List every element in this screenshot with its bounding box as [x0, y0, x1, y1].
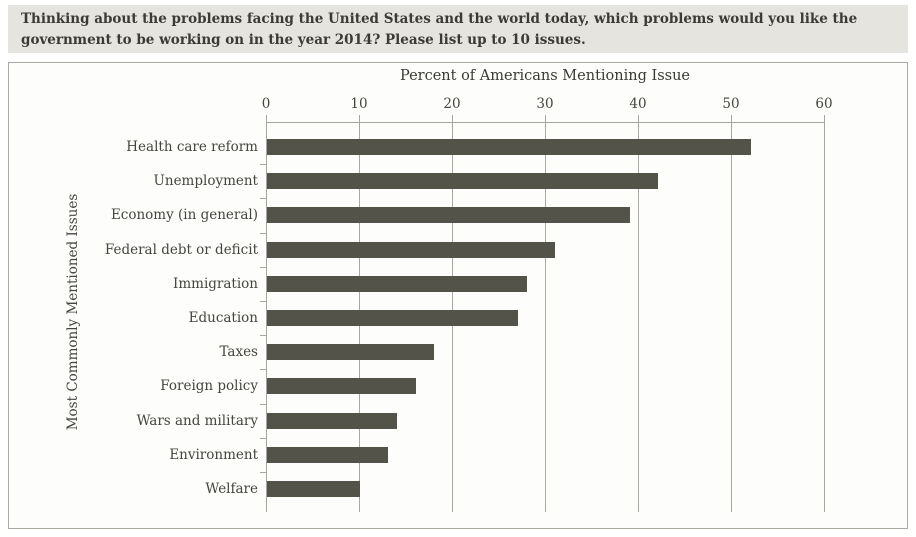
x-axis-tick-label: 40 [629, 96, 647, 112]
x-axis-tick-bottom [452, 505, 453, 512]
bar-welfare [267, 481, 360, 497]
x-axis-tick-label: 20 [443, 96, 461, 112]
gridline [638, 122, 639, 505]
bar-health-care-reform [267, 139, 751, 155]
x-axis-tick-label: 30 [536, 96, 554, 112]
x-axis-tick-bottom [638, 505, 639, 512]
y-axis-tick [260, 266, 266, 268]
y-axis-tick [260, 335, 266, 337]
y-axis-tick [260, 472, 266, 473]
bar-immigration [267, 276, 528, 292]
category-label: Unemployment [153, 173, 259, 189]
category-label: Wars and military [136, 413, 258, 429]
x-axis-title: Percent of Americans Mentioning Issue [399, 68, 691, 84]
bar-economy-in-general [267, 207, 630, 223]
x-axis-tick-label: 10 [350, 96, 368, 112]
x-axis-tick-bottom [824, 505, 825, 512]
gridline [824, 122, 825, 505]
x-axis-tick [359, 115, 360, 122]
y-axis-tick [260, 164, 266, 166]
bar-wars-and-military [267, 413, 398, 429]
x-axis-tick-bottom [266, 505, 267, 512]
category-label: Welfare [205, 481, 258, 497]
category-label: Immigration [173, 276, 258, 292]
bar-unemployment [267, 173, 658, 189]
bar-taxes [267, 344, 435, 360]
x-axis-tick-bottom [731, 505, 732, 512]
survey-question-header: Thinking about the problems facing the U… [8, 5, 908, 53]
x-axis-tick [266, 115, 267, 122]
x-axis-tick [452, 115, 453, 122]
category-label: Education [188, 310, 258, 326]
bar-foreign-policy [267, 378, 416, 394]
y-axis-tick [260, 232, 266, 234]
bar-environment [267, 447, 388, 463]
y-axis-tick [260, 301, 266, 302]
category-label: Economy (in general) [110, 207, 258, 223]
y-axis-tick [260, 437, 266, 439]
gridline [545, 122, 546, 505]
x-axis-tick [638, 115, 639, 122]
x-axis-tick [731, 115, 732, 122]
y-axis-tick [260, 198, 266, 200]
category-label: Foreign policy [160, 378, 258, 394]
category-label: Taxes [219, 344, 258, 360]
category-label: Environment [169, 447, 258, 463]
x-axis-tick [545, 115, 546, 122]
gridline [731, 122, 732, 505]
bar-chart: Percent of Americans Mentioning Issue Mo… [9, 63, 907, 528]
bar-education [267, 310, 519, 326]
category-label: Federal debt or deficit [104, 242, 258, 258]
x-axis-tick-label: 60 [815, 96, 833, 112]
y-axis-line [266, 122, 267, 505]
x-axis-tick [824, 115, 825, 122]
category-label: Health care reform [126, 139, 258, 155]
x-axis-tick-label: 50 [722, 96, 740, 112]
y-axis-tick [260, 403, 266, 405]
chart-panel: Percent of Americans Mentioning Issue Mo… [8, 62, 908, 529]
x-axis-tick-bottom [359, 505, 360, 512]
y-axis-tick [260, 369, 266, 371]
x-axis-tick-label: 0 [261, 96, 271, 112]
x-axis-tick-bottom [545, 505, 546, 512]
bar-federal-debt-or-deficit [267, 242, 556, 258]
